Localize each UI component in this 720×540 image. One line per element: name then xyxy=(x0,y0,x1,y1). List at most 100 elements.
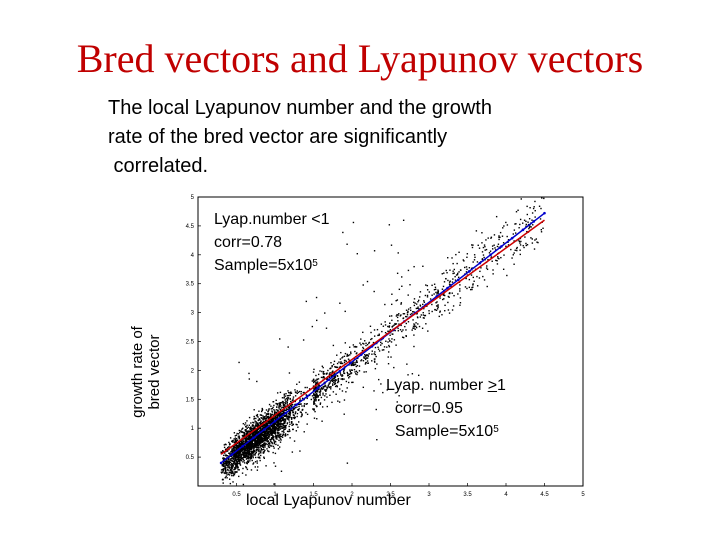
scatter-point xyxy=(339,365,341,368)
scatter-point xyxy=(498,238,500,241)
scatter-point xyxy=(235,440,237,442)
scatter-point xyxy=(283,394,285,396)
scatter-point xyxy=(443,281,446,283)
scatter-point xyxy=(242,422,245,425)
scatter-point xyxy=(319,403,321,405)
scatter-point xyxy=(282,433,284,435)
scatter-point xyxy=(242,454,245,456)
scatter-point xyxy=(369,325,372,327)
scatter-point xyxy=(331,401,333,404)
scatter-point xyxy=(352,364,355,367)
scatter-point xyxy=(449,269,451,271)
scatter-point xyxy=(478,247,481,249)
intro-line-2: rate of the bred vector are significantl… xyxy=(108,126,448,148)
scatter-point xyxy=(302,339,305,341)
scatter-point xyxy=(399,329,402,331)
blue-fit-marker xyxy=(295,403,298,406)
scatter-point xyxy=(256,469,259,471)
scatter-point xyxy=(451,309,454,311)
scatter-point xyxy=(247,445,249,447)
scatter-point xyxy=(237,465,239,468)
scatter-point xyxy=(261,441,263,443)
blue-fit-marker xyxy=(241,444,244,448)
scatter-point xyxy=(476,285,479,287)
scatter-point xyxy=(437,305,439,307)
scatter-point xyxy=(347,374,349,377)
scatter-point xyxy=(266,434,268,437)
scatter-point xyxy=(290,404,293,406)
scatter-point xyxy=(262,431,264,433)
scatter-point xyxy=(286,430,289,433)
scatter-point xyxy=(289,404,292,407)
scatter-point xyxy=(288,413,290,416)
scatter-point xyxy=(233,432,236,434)
scatter-point xyxy=(288,417,291,419)
scatter-point xyxy=(336,366,339,369)
scatter-point xyxy=(278,406,280,408)
scatter-point xyxy=(256,436,259,439)
scatter-point xyxy=(226,460,228,463)
scatter-point xyxy=(258,437,261,439)
scatter-point xyxy=(294,391,297,393)
scatter-point xyxy=(224,452,226,454)
scatter-point xyxy=(355,360,358,362)
scatter-point xyxy=(332,383,334,385)
scatter-point xyxy=(417,301,419,303)
blue-fit-marker xyxy=(219,461,223,465)
scatter-point xyxy=(240,443,243,446)
scatter-point xyxy=(392,325,394,327)
scatter-point xyxy=(279,428,282,430)
scatter-point xyxy=(390,341,393,343)
scatter-point xyxy=(330,388,332,390)
scatter-point xyxy=(513,229,516,231)
scatter-point xyxy=(345,360,347,362)
scatter-point xyxy=(245,443,248,446)
scatter-point xyxy=(264,426,267,428)
annotation-1-sample-text: Sample=5x10 xyxy=(214,257,313,274)
scatter-point xyxy=(241,441,243,444)
scatter-point xyxy=(264,416,266,418)
scatter-point xyxy=(300,411,302,414)
scatter-point xyxy=(306,413,309,415)
scatter-point xyxy=(288,419,290,421)
y-tick-label: 1 xyxy=(191,426,195,432)
scatter-point xyxy=(460,269,462,271)
scatter-point xyxy=(249,458,252,460)
scatter-point xyxy=(298,408,300,410)
x-tick-label: 4.5 xyxy=(540,492,549,498)
scatter-point xyxy=(279,405,281,408)
scatter-point xyxy=(373,358,376,360)
scatter-point xyxy=(247,456,250,458)
scatter-point xyxy=(252,435,254,437)
scatter-point xyxy=(278,427,280,430)
scatter-point xyxy=(510,248,512,251)
scatter-point xyxy=(254,466,256,468)
scatter-point xyxy=(251,427,253,430)
scatter-point xyxy=(431,303,433,306)
scatter-point xyxy=(289,392,291,394)
scatter-point xyxy=(230,472,232,475)
scatter-point xyxy=(284,409,287,411)
scatter-point xyxy=(401,336,404,338)
scatter-point xyxy=(402,313,405,315)
scatter-point xyxy=(246,461,249,463)
scatter-point xyxy=(425,284,427,286)
scatter-point xyxy=(291,424,293,427)
scatter-point xyxy=(459,284,461,286)
scatter-point xyxy=(222,457,224,459)
scatter-point xyxy=(373,360,376,362)
scatter-point xyxy=(254,456,257,459)
scatter-point xyxy=(317,395,319,397)
scatter-point xyxy=(315,382,317,384)
scatter-point xyxy=(264,412,266,414)
scatter-point xyxy=(250,446,252,449)
scatter-point xyxy=(346,353,349,356)
scatter-point xyxy=(406,312,409,314)
scatter-point xyxy=(245,467,248,469)
scatter-point xyxy=(414,328,416,330)
scatter-point xyxy=(389,334,391,336)
y-tick-label: 3 xyxy=(191,311,195,317)
scatter-point xyxy=(243,447,245,449)
scatter-point xyxy=(474,256,476,259)
scatter-point xyxy=(269,427,271,430)
